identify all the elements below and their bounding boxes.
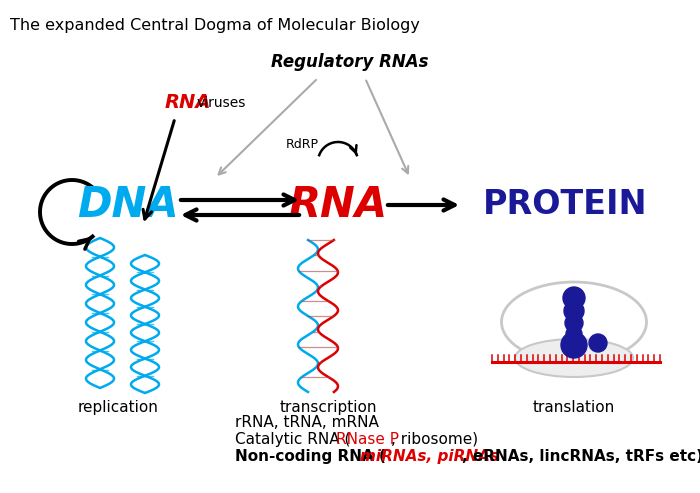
Text: miRNAs, piRNAs: miRNAs, piRNAs xyxy=(360,449,499,464)
Circle shape xyxy=(564,301,584,321)
Text: RdRP: RdRP xyxy=(286,139,318,151)
Text: PROTEIN: PROTEIN xyxy=(483,188,648,221)
Text: RNA: RNA xyxy=(288,184,388,226)
Text: DNA: DNA xyxy=(77,184,178,226)
Circle shape xyxy=(565,314,583,332)
Text: Catalytic RNA (: Catalytic RNA ( xyxy=(235,432,351,447)
Text: , eRNAs, lincRNAs, tRFs etc): , eRNAs, lincRNAs, tRFs etc) xyxy=(462,449,700,464)
Text: transcription: transcription xyxy=(279,400,377,415)
Text: Regulatory RNAs: Regulatory RNAs xyxy=(272,53,428,71)
Text: RNase P: RNase P xyxy=(336,432,399,447)
Text: RNA: RNA xyxy=(165,94,211,112)
Text: replication: replication xyxy=(78,400,158,415)
Text: viruses: viruses xyxy=(197,96,246,110)
Circle shape xyxy=(561,332,587,358)
Ellipse shape xyxy=(515,339,633,377)
Text: translation: translation xyxy=(533,400,615,415)
Text: Non-coding RNA (: Non-coding RNA ( xyxy=(235,449,386,464)
Circle shape xyxy=(589,334,607,352)
Circle shape xyxy=(563,287,585,309)
Text: The expanded Central Dogma of Molecular Biology: The expanded Central Dogma of Molecular … xyxy=(10,18,420,33)
Text: rRNA, tRNA, mRNA: rRNA, tRNA, mRNA xyxy=(235,415,379,430)
Text: , ribosome): , ribosome) xyxy=(391,432,478,447)
Circle shape xyxy=(566,326,582,342)
